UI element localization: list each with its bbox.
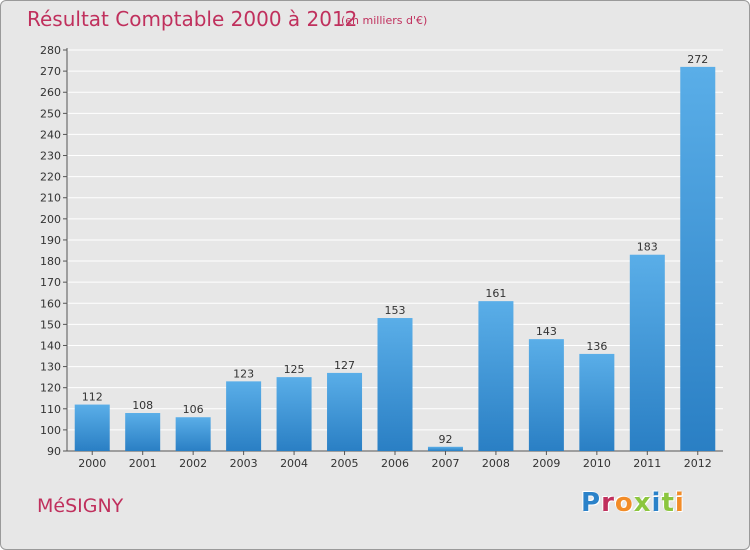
bar-2012 — [680, 66, 716, 451]
value-label-2011: 183 — [637, 241, 658, 254]
x-tick-label-2012: 2012 — [684, 457, 712, 470]
x-tick-label-2005: 2005 — [331, 457, 359, 470]
logo-letter: r — [601, 488, 615, 518]
logo-letter: x — [633, 488, 652, 518]
x-tick-label-2008: 2008 — [482, 457, 510, 470]
x-tick-label-2006: 2006 — [381, 457, 409, 470]
bar-2007 — [427, 446, 463, 451]
value-label-2007: 92 — [438, 433, 452, 446]
y-tick-label: 260 — [40, 86, 61, 99]
value-label-2009: 143 — [536, 325, 557, 338]
y-tick-label: 230 — [40, 150, 61, 163]
x-tick-label-2000: 2000 — [78, 457, 106, 470]
value-label-2001: 108 — [132, 399, 153, 412]
y-tick-label: 120 — [40, 382, 61, 395]
logo-letter: i — [651, 488, 662, 518]
value-label-2003: 123 — [233, 367, 254, 380]
bar-2000 — [74, 404, 110, 451]
bar-2008 — [478, 301, 514, 451]
logo-letter: P — [581, 488, 602, 518]
y-tick-label: 170 — [40, 276, 61, 289]
chart-title: Résultat Comptable 2000 à 2012 — [27, 7, 358, 31]
logo-letter: t — [661, 488, 675, 518]
logo-letter: i — [674, 488, 685, 518]
bar-2004 — [276, 377, 312, 451]
y-tick-label: 240 — [40, 128, 61, 141]
value-label-2010: 136 — [586, 340, 607, 353]
x-tick-label-2001: 2001 — [129, 457, 157, 470]
bar-2003 — [226, 381, 262, 451]
value-label-2008: 161 — [485, 287, 506, 300]
x-tick-label-2010: 2010 — [583, 457, 611, 470]
y-tick-label: 90 — [47, 445, 61, 458]
value-label-2004: 125 — [284, 363, 305, 376]
y-tick-label: 130 — [40, 361, 61, 374]
x-tick-label-2009: 2009 — [532, 457, 560, 470]
commune-name: MéSIGNY — [37, 495, 124, 517]
bar-2002 — [175, 417, 211, 451]
y-tick-label: 140 — [40, 339, 61, 352]
chart-subtitle: (en milliers d'€) — [341, 14, 428, 27]
value-label-2012: 272 — [687, 53, 708, 66]
value-label-2005: 127 — [334, 359, 355, 372]
y-tick-label: 270 — [40, 65, 61, 78]
bar-2005 — [327, 372, 363, 451]
bar-2009 — [528, 339, 564, 451]
value-label-2000: 112 — [82, 391, 103, 404]
y-tick-label: 250 — [40, 107, 61, 120]
y-tick-label: 110 — [40, 403, 61, 416]
x-tick-label-2011: 2011 — [633, 457, 661, 470]
x-tick-label-2004: 2004 — [280, 457, 308, 470]
y-tick-label: 150 — [40, 318, 61, 331]
bar-2001 — [125, 413, 161, 451]
bar-2010 — [579, 353, 615, 451]
labels: 90 100 110 120 130 140 150 160 170 180 190 200 210 22… — [40, 44, 712, 470]
y-tick-label: 100 — [40, 424, 61, 437]
logo-letter: o — [614, 488, 634, 518]
y-tick-label: 280 — [40, 44, 61, 57]
value-label-2006: 153 — [385, 304, 406, 317]
proxiti-logo[interactable]: Proxiti — [581, 488, 685, 518]
x-tick-label-2007: 2007 — [431, 457, 459, 470]
bar-2006 — [377, 318, 413, 451]
y-tick-label: 200 — [40, 213, 61, 226]
bars — [74, 66, 716, 451]
x-tick-label-2003: 2003 — [230, 457, 258, 470]
y-tick-label: 210 — [40, 192, 61, 205]
y-tick-label: 160 — [40, 297, 61, 310]
x-tick-label-2002: 2002 — [179, 457, 207, 470]
y-tick-label: 190 — [40, 234, 61, 247]
value-label-2002: 106 — [183, 403, 204, 416]
y-tick-label: 180 — [40, 255, 61, 268]
bar-2011 — [629, 254, 665, 451]
y-tick-label: 220 — [40, 171, 61, 184]
